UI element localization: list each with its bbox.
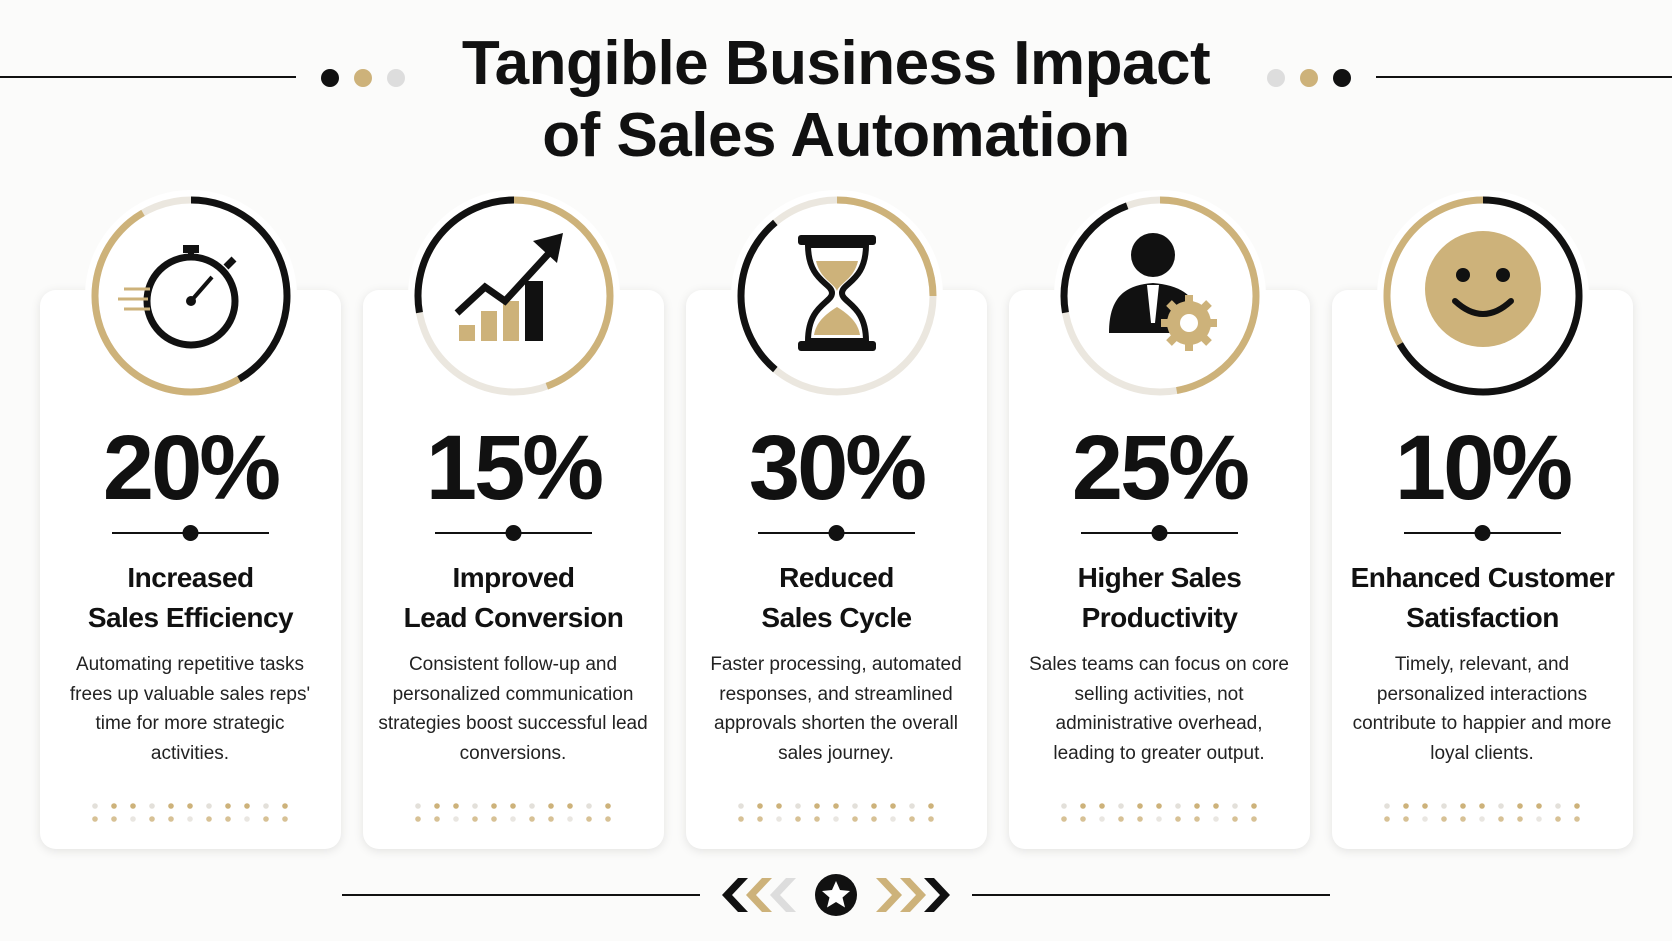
- icon: [407, 190, 620, 402]
- dots: [1061, 803, 1257, 822]
- dots: [1384, 803, 1580, 822]
- divider: [1009, 523, 1310, 543]
- heading-line: Sales Efficiency: [87, 602, 294, 633]
- heading-line: Reduced: [779, 562, 894, 593]
- card-description: Timely, relevant, and personalized inter…: [1352, 654, 1612, 764]
- title: Tangible Business Impact of Sales Automa…: [461, 29, 1211, 170]
- divider: [363, 523, 664, 543]
- heading-line: Higher Sales: [1077, 562, 1242, 593]
- card-description: Sales teams can focus on core selling ac…: [1029, 654, 1289, 764]
- divider-line: [112, 525, 269, 541]
- icon: [84, 190, 297, 402]
- stat: 10%: [1394, 417, 1573, 519]
- icon-ring: [1370, 183, 1596, 409]
- card-description: Automating repetitive tasks frees up val…: [69, 654, 311, 764]
- icon: [1053, 190, 1266, 402]
- heading-line: Sales Cycle: [761, 602, 912, 633]
- card-description: Consistent follow-up and personalized co…: [378, 654, 648, 764]
- title-decoration: [0, 69, 1672, 87]
- heading-line: Satisfaction: [1406, 602, 1559, 633]
- heading-line: Productivity: [1081, 602, 1238, 633]
- icon-ring: [401, 183, 627, 409]
- icon: [730, 190, 943, 402]
- heading-line: Enhanced Customer: [1350, 562, 1615, 593]
- dots: [738, 803, 934, 822]
- footer-decoration: [342, 874, 1330, 916]
- dot-row: [686, 800, 987, 824]
- dot-row: [1009, 800, 1310, 824]
- card-heading: Improved Lead Conversion: [363, 558, 664, 638]
- stat: 20%: [102, 417, 281, 519]
- dots: [92, 803, 288, 822]
- divider: [1332, 523, 1633, 543]
- icon-ring: [724, 183, 950, 409]
- card-heading: Higher Sales Productivity: [1009, 558, 1310, 638]
- card-heading: Reduced Sales Cycle: [686, 558, 987, 638]
- heading-line: Lead Conversion: [403, 602, 624, 633]
- card-heading: Increased Sales Efficiency: [40, 558, 341, 638]
- icon: [1376, 190, 1589, 402]
- dots: [415, 803, 611, 822]
- stat: 25%: [1071, 417, 1250, 519]
- divider: [40, 523, 341, 543]
- icon-ring: [1047, 183, 1273, 409]
- heading-line: Improved: [452, 562, 575, 593]
- divider-line: [1404, 525, 1561, 541]
- dot-row: [363, 800, 664, 824]
- stat: 15%: [425, 417, 604, 519]
- divider-line: [1081, 525, 1238, 541]
- card-heading: Enhanced Customer Satisfaction: [1332, 558, 1633, 638]
- stat: 30%: [748, 417, 927, 519]
- icon-ring: [78, 183, 304, 409]
- dot-row: [1332, 800, 1633, 824]
- divider-line: [435, 525, 592, 541]
- heading-line: Increased: [127, 562, 254, 593]
- divider: [686, 523, 987, 543]
- dot-row: [40, 800, 341, 824]
- card-description: Faster processing, automated responses, …: [710, 654, 962, 764]
- divider-line: [758, 525, 915, 541]
